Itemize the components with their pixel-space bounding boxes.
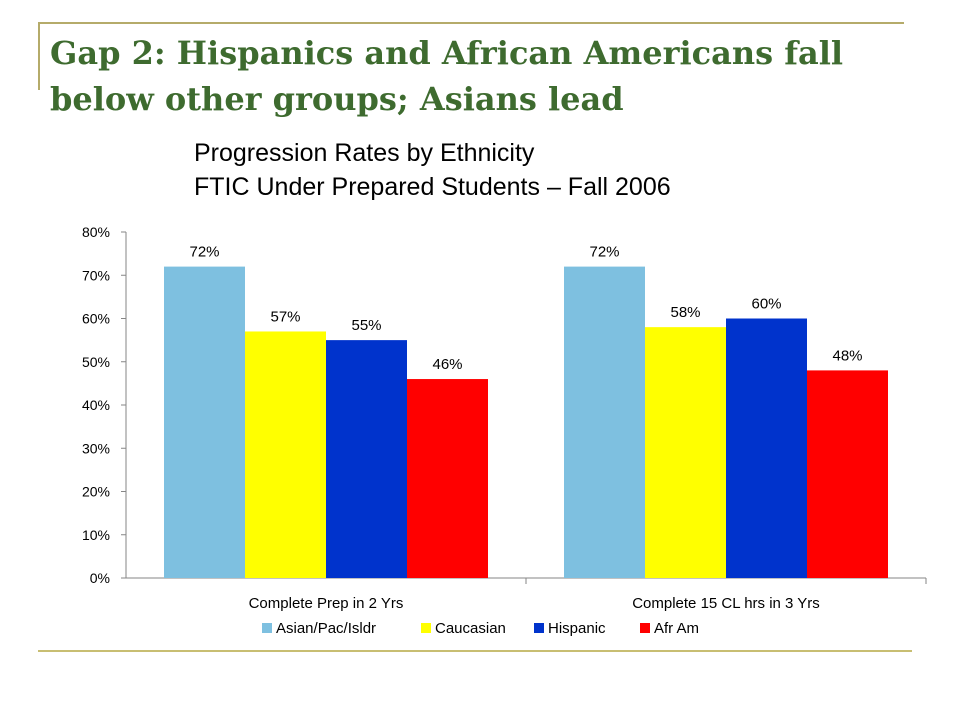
- chart-subtitle: FTIC Under Prepared Students – Fall 2006: [194, 173, 671, 201]
- category-label: Complete Prep in 2 Yrs: [249, 595, 404, 612]
- bar: [407, 379, 488, 578]
- bar: [245, 331, 326, 578]
- bar: [807, 370, 888, 578]
- data-label: 72%: [589, 244, 619, 261]
- legend-label: Afr Am: [654, 620, 699, 637]
- y-tick-label: 30%: [82, 440, 110, 456]
- y-tick-label: 20%: [82, 484, 110, 500]
- data-label: 58%: [670, 304, 700, 321]
- y-tick-label: 70%: [82, 267, 110, 283]
- slide-title-line-1: Gap 2: Hispanics and African Americans f…: [50, 34, 844, 72]
- title-side-rule: [38, 22, 40, 90]
- slide-title-line-2: below other groups; Asians lead: [50, 80, 624, 118]
- y-tick-label: 50%: [82, 354, 110, 370]
- title-top-rule: [38, 22, 904, 24]
- y-tick-label: 0%: [90, 570, 110, 586]
- slide-title: Gap 2: Hispanics and African Americans f…: [50, 30, 920, 122]
- data-label: 72%: [189, 244, 219, 261]
- y-tick-label: 80%: [82, 224, 110, 240]
- data-label: 57%: [270, 308, 300, 325]
- y-tick-label: 40%: [82, 397, 110, 413]
- bar: [645, 327, 726, 578]
- legend-label: Caucasian: [435, 620, 506, 637]
- footer-rule: [38, 650, 912, 652]
- legend-label: Asian/Pac/Isldr: [276, 620, 376, 637]
- y-tick-label: 10%: [82, 527, 110, 543]
- category-label: Complete 15 CL hrs in 3 Yrs: [632, 595, 820, 612]
- bar: [326, 340, 407, 578]
- data-label: 55%: [351, 317, 381, 334]
- y-tick-label: 60%: [82, 311, 110, 327]
- data-label: 48%: [832, 347, 862, 364]
- chart-title: Progression Rates by Ethnicity: [194, 139, 535, 167]
- legend-label: Hispanic: [548, 620, 606, 637]
- data-label: 46%: [432, 356, 462, 373]
- legend-swatch: [534, 623, 544, 633]
- chart-title-block: Progression Rates by Ethnicity FTIC Unde…: [194, 136, 671, 204]
- data-label: 60%: [751, 296, 781, 313]
- bar: [164, 266, 245, 578]
- legend-swatch: [421, 623, 431, 633]
- legend-swatch: [640, 623, 650, 633]
- bar: [564, 266, 645, 578]
- bar: [726, 318, 807, 578]
- legend-swatch: [262, 623, 272, 633]
